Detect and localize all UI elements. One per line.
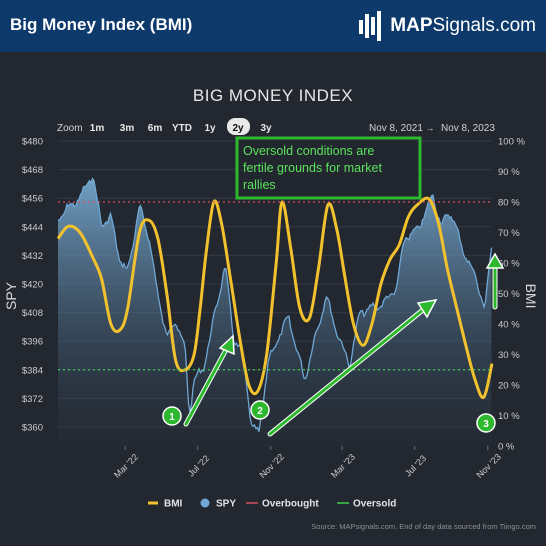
left-axis-tick: $480 bbox=[22, 137, 43, 148]
x-axis-tick: Mar '23 bbox=[329, 452, 357, 480]
left-axis-tick: $384 bbox=[22, 365, 43, 376]
zoom-label: Zoom bbox=[57, 123, 83, 134]
annotation-line-2: fertile grounds for market bbox=[243, 161, 382, 175]
left-axis-tick: $468 bbox=[22, 165, 43, 176]
marker-1 bbox=[162, 406, 182, 426]
right-axis-tick: 40 % bbox=[498, 320, 520, 331]
left-axis-label: SPY bbox=[3, 281, 19, 310]
rally-arrows bbox=[183, 252, 505, 437]
left-axis: $360 $372 $384 $396 $408 $420 $432 $444 $456 $468… bbox=[22, 137, 43, 434]
right-axis-tick: 80 % bbox=[498, 198, 520, 209]
x-axis: Mar '22 Jul '22 Nov '22 Mar '23 Jul '23 Nov '… bbox=[112, 446, 503, 480]
rally-arrow-1 bbox=[184, 344, 230, 426]
chart-title: BIG MONEY INDEX bbox=[193, 86, 353, 105]
oversold-markers: 1 2 3 bbox=[162, 400, 496, 433]
right-axis-tick: 70 % bbox=[498, 228, 520, 239]
marker-3-label: 3 bbox=[483, 419, 489, 430]
legend-spy-swatch bbox=[200, 498, 210, 508]
source-note: Source: MAPsignals.com. End of day data … bbox=[311, 522, 536, 531]
legend-oversold-label[interactable]: Oversold bbox=[353, 499, 396, 510]
annotation-line-1: Oversold conditions are bbox=[243, 144, 374, 158]
range-button-6m[interactable]: 6m bbox=[148, 123, 163, 134]
range-button-1m[interactable]: 1m bbox=[90, 123, 105, 134]
range-selector: Zoom 1m 3m 6m YTD 1y 2y 3y Nov 8, 2021 →… bbox=[57, 118, 495, 135]
marker-3 bbox=[476, 413, 496, 433]
right-axis-tick: 0 % bbox=[498, 442, 515, 453]
annotation-line-3: rallies bbox=[243, 178, 276, 192]
range-button-1y[interactable]: 1y bbox=[204, 123, 216, 134]
marker-2-label: 2 bbox=[257, 406, 263, 417]
right-axis-label: BMI bbox=[523, 284, 539, 309]
left-axis-tick: $408 bbox=[22, 308, 43, 319]
legend-overbought-label[interactable]: Overbought bbox=[262, 499, 319, 510]
left-axis-tick: $372 bbox=[22, 394, 43, 405]
right-axis-tick: 50 % bbox=[498, 289, 520, 300]
date-to[interactable]: Nov 8, 2023 bbox=[441, 123, 495, 134]
chart-legend: BMI SPY Overbought Oversold bbox=[148, 498, 396, 510]
chart-series bbox=[56, 177, 494, 446]
left-axis-tick: $360 bbox=[22, 422, 43, 433]
legend-spy-label[interactable]: SPY bbox=[216, 499, 236, 510]
brand-name-bold: MAP bbox=[390, 15, 433, 36]
x-axis-tick: Nov '22 bbox=[257, 452, 285, 480]
brand-logo[interactable]: MAPSignals.com bbox=[358, 8, 536, 44]
brand-name: MAPSignals.com bbox=[390, 15, 536, 37]
right-axis-tick: 90 % bbox=[498, 167, 520, 178]
left-axis-tick: $432 bbox=[22, 251, 43, 262]
left-axis-tick: $444 bbox=[22, 222, 43, 233]
header-bar: Big Money Index (BMI) MAPSignals.com bbox=[0, 0, 546, 52]
range-button-2y[interactable]: 2y bbox=[232, 123, 244, 134]
brand-name-rest: Signals.com bbox=[432, 15, 537, 36]
rally-arrow-3-head bbox=[485, 252, 505, 269]
range-button-3y[interactable]: 3y bbox=[260, 123, 272, 134]
right-axis: 0 % 10 % 20 % 30 % 40 % 50 % 60 % 70 % 80 % 90 % 1… bbox=[498, 137, 525, 453]
x-axis-tick: Nov '23 bbox=[474, 452, 502, 480]
date-from[interactable]: Nov 8, 2021 bbox=[369, 123, 423, 134]
right-axis-tick: 30 % bbox=[498, 350, 520, 361]
left-axis-tick: $420 bbox=[22, 279, 43, 290]
page-title: Big Money Index (BMI) bbox=[10, 15, 193, 34]
right-axis-tick: 100 % bbox=[498, 137, 525, 148]
bar-chart-logo-icon bbox=[359, 11, 382, 41]
annotation-box bbox=[235, 136, 422, 200]
right-axis-tick: 20 % bbox=[498, 381, 520, 392]
date-range-arrow: → bbox=[426, 123, 435, 133]
legend-bmi-label[interactable]: BMI bbox=[164, 499, 183, 510]
right-axis-tick: 10 % bbox=[498, 411, 520, 422]
annotation-callout: Oversold conditions are fertile grounds … bbox=[235, 136, 422, 200]
x-axis-tick: Jul '23 bbox=[403, 453, 428, 478]
rally-arrow-2 bbox=[268, 307, 426, 436]
bmi-line bbox=[56, 196, 494, 399]
marker-2 bbox=[250, 400, 270, 420]
rally-arrow-2-head bbox=[416, 299, 438, 319]
rally-arrow-1-head bbox=[218, 334, 235, 356]
left-axis-tick: $396 bbox=[22, 337, 43, 348]
x-axis-tick: Mar '22 bbox=[112, 452, 140, 480]
spy-area bbox=[58, 178, 492, 446]
left-axis-tick: $456 bbox=[22, 194, 43, 205]
range-selected-highlight bbox=[227, 118, 250, 135]
x-axis-tick: Jul '22 bbox=[186, 453, 211, 478]
marker-1-label: 1 bbox=[169, 412, 175, 423]
spy-line bbox=[57, 177, 493, 432]
right-axis-tick: 60 % bbox=[498, 259, 520, 270]
reference-lines bbox=[58, 201, 492, 371]
range-button-ytd[interactable]: YTD bbox=[172, 123, 192, 134]
range-button-3m[interactable]: 3m bbox=[120, 123, 135, 134]
